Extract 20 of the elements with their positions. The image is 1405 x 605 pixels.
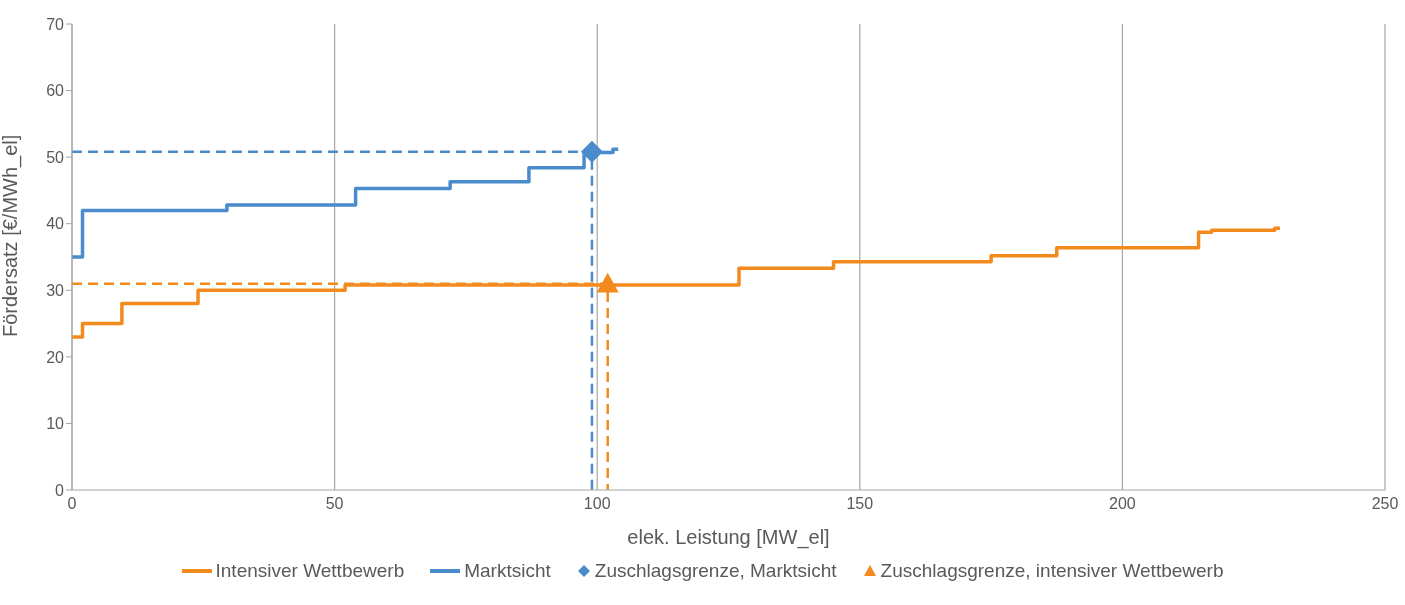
y-tick-label: 70 xyxy=(46,15,65,33)
y-axis-title: Fördersatz [€/MWh_el] xyxy=(0,134,23,337)
x-tick-label: 50 xyxy=(325,495,344,513)
y-tick-label: 50 xyxy=(46,148,65,166)
y-tick-label: 20 xyxy=(46,348,65,366)
y-tick-label: 60 xyxy=(46,82,65,100)
legend-label: Marktsicht xyxy=(464,560,551,582)
x-tick-label: 250 xyxy=(1371,495,1399,513)
legend-label: Zuschlagsgrenze, Marktsicht xyxy=(594,560,837,582)
x-tick-label: 150 xyxy=(846,495,874,513)
x-tick-label: 200 xyxy=(1109,495,1136,513)
x-tick-label: 100 xyxy=(583,495,611,513)
x-tick-label: 0 xyxy=(67,495,77,513)
legend-label: Intensiver Wettbewerb xyxy=(215,560,405,582)
y-tick-label: 10 xyxy=(46,415,65,433)
y-tick-label: 30 xyxy=(46,281,65,299)
y-tick-label: 0 xyxy=(55,481,65,499)
legend-label: Zuschlagsgrenze, intensiver Wettbewerb xyxy=(880,560,1224,582)
y-tick-label: 40 xyxy=(46,215,65,233)
x-axis-title: elek. Leistung [MW_el] xyxy=(627,526,830,549)
